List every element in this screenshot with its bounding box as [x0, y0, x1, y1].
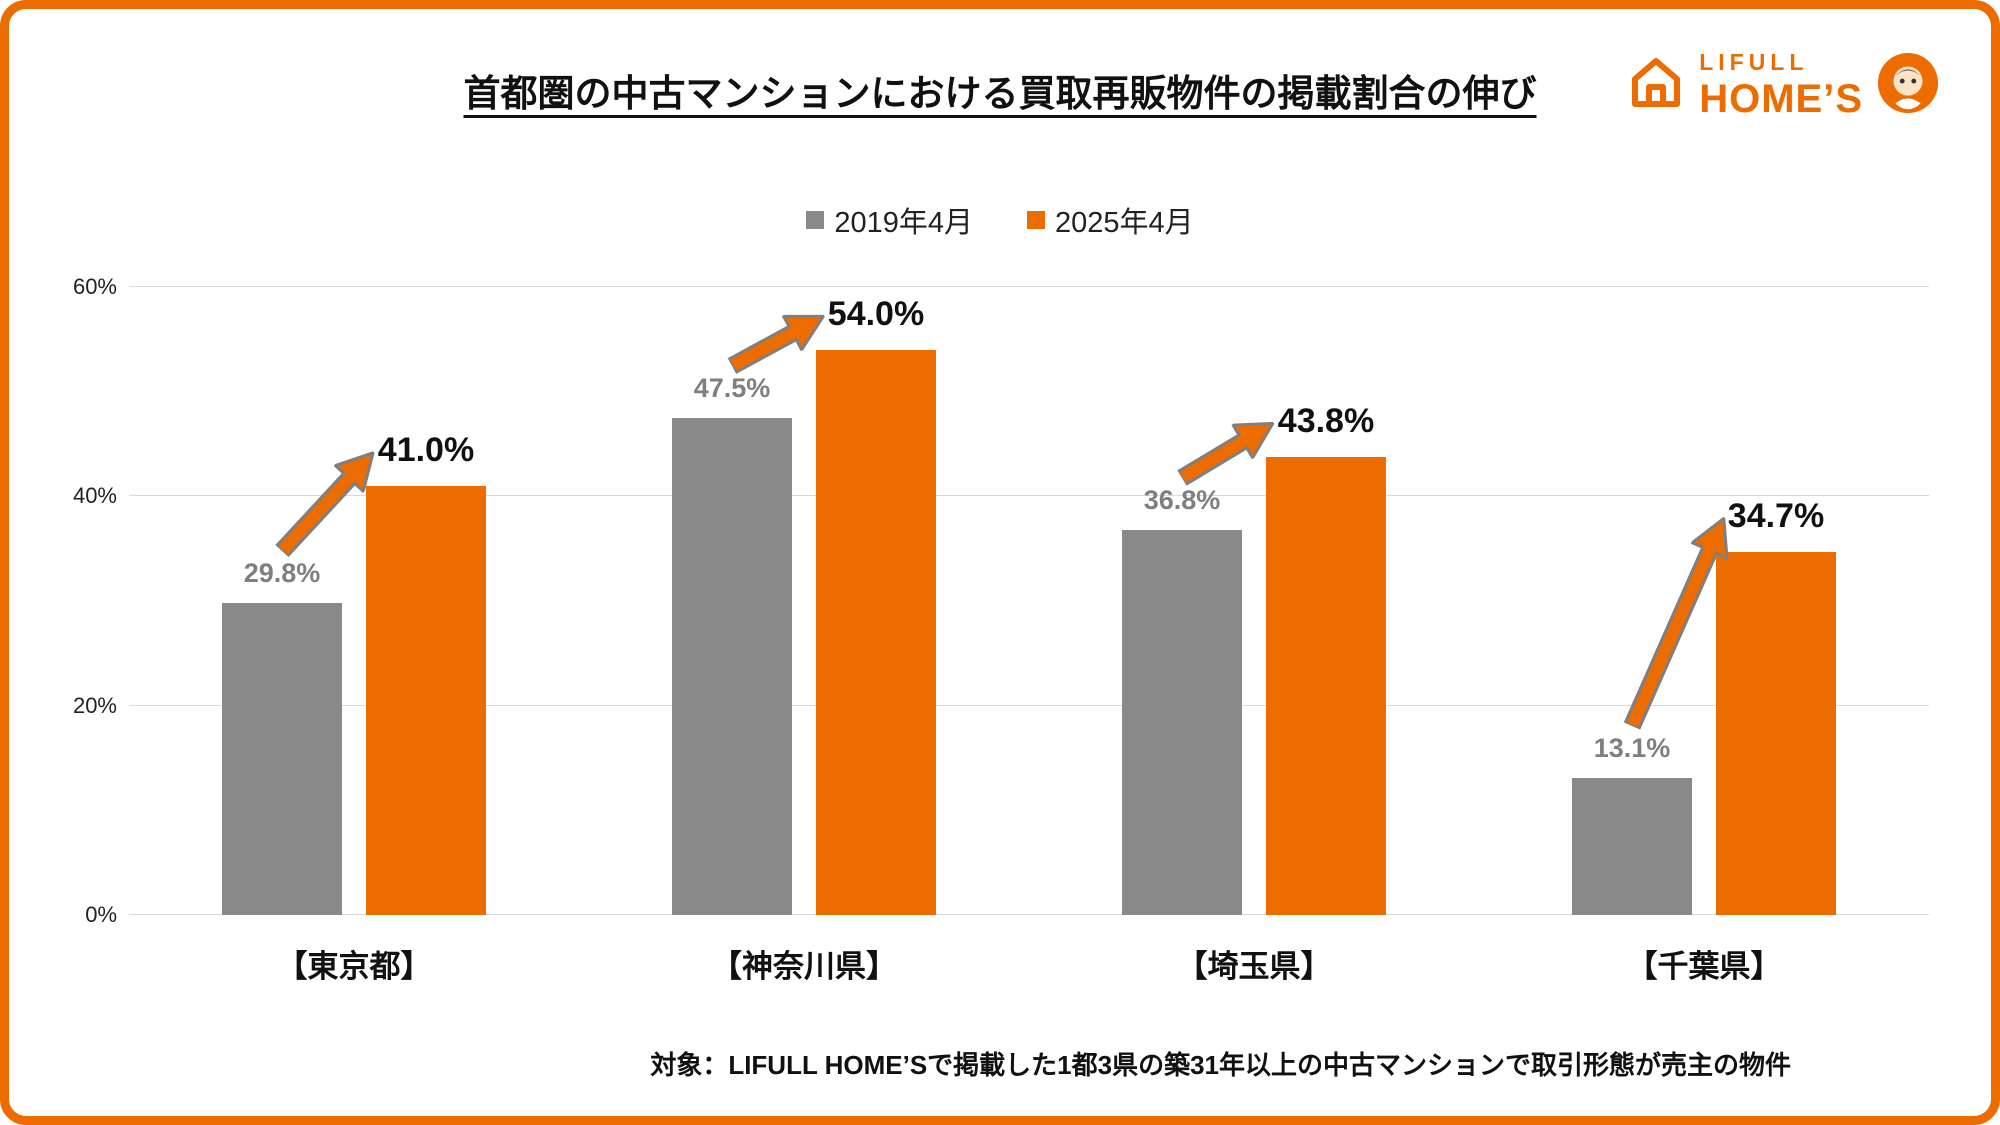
value-label-2019: 29.8% [243, 558, 321, 589]
growth-arrow-icon [722, 298, 833, 383]
bar-group-1: 29.8% 41.0% 【東京都】 [129, 287, 579, 984]
bar-group-2: 47.5% 54.0% 【神奈川県】 [579, 287, 1029, 984]
bar-group-4: 13.1% 34.7% 【千葉県】 [1479, 287, 1929, 984]
legend-swatch-orange [1027, 211, 1045, 229]
bar-2025 [816, 349, 936, 915]
bar-2019 [1122, 529, 1242, 915]
value-label-2025: 34.7% [1727, 496, 1825, 535]
growth-arrow-icon [1614, 509, 1743, 734]
bar-group-3: 36.8% 43.8% 【埼玉県】 [1029, 287, 1479, 984]
gridline [129, 286, 1929, 287]
logo-lifull-text: LIFULL [1699, 49, 1809, 75]
y-axis-tick-label: 60% [72, 274, 117, 299]
lifull-homes-logo: LIFULL HOME’S [1627, 51, 1939, 119]
page-title: 首都圏の中古マンションにおける買取再販物件の掲載割合の伸び [9, 63, 1991, 117]
mascot-icon [1877, 52, 1939, 119]
chart-legend: 2019年4月 2025年4月 [9, 199, 1991, 241]
growth-arrow-icon [1172, 406, 1284, 495]
logo-homes-text: HOME’S [1699, 77, 1863, 121]
bar-2019 [222, 603, 342, 915]
bar-2019 [672, 417, 792, 915]
legend-label-2019: 2019年4月 [834, 207, 973, 239]
y-axis-tick-label: 40% [72, 483, 117, 509]
page-title-text: 首都圏の中古マンションにおける買取再販物件の掲載割合の伸び [463, 73, 1537, 114]
legend-swatch-gray [806, 211, 825, 229]
gridline [129, 704, 1929, 706]
bar-2019 [1572, 777, 1692, 915]
value-label-2025: 41.0% [377, 430, 475, 469]
bar-chart: 0% 20% 40% 60% 29.8% 41.0% 【東京都】 47.5% 54.0% 【神奈川… [73, 274, 1929, 984]
legend-item-2025: 2025年4月 [1027, 199, 1194, 241]
value-label-2019: 36.8% [1143, 484, 1221, 515]
growth-arrow-icon [267, 438, 388, 564]
value-label-2025: 43.8% [1277, 401, 1375, 440]
gridline [129, 495, 1929, 497]
legend-label-2025: 2025年4月 [1055, 207, 1194, 239]
bar-2025 [1716, 551, 1836, 915]
legend-item-2019: 2019年4月 [806, 199, 973, 241]
footnote: 対象：LIFULL HOME’Sで掲載した1都3県の築31年以上の中古マンション… [650, 1050, 1791, 1080]
category-label: 【埼玉県】 [1176, 949, 1332, 984]
category-label: 【東京都】 [276, 949, 432, 984]
category-label: 【千葉県】 [1626, 949, 1782, 984]
bar-2025 [366, 485, 486, 915]
house-icon [1627, 56, 1685, 115]
y-axis-tick-label: 20% [72, 692, 117, 718]
logo-text: LIFULL HOME’S [1699, 49, 1863, 121]
value-label-2019: 47.5% [693, 372, 771, 403]
value-label-2025: 54.0% [827, 294, 925, 333]
y-axis-tick-label: 0% [85, 902, 117, 927]
gridline [129, 914, 1929, 915]
bar-2025 [1266, 456, 1386, 915]
category-label: 【神奈川県】 [711, 949, 897, 984]
value-label-2019: 13.1% [1593, 732, 1671, 763]
